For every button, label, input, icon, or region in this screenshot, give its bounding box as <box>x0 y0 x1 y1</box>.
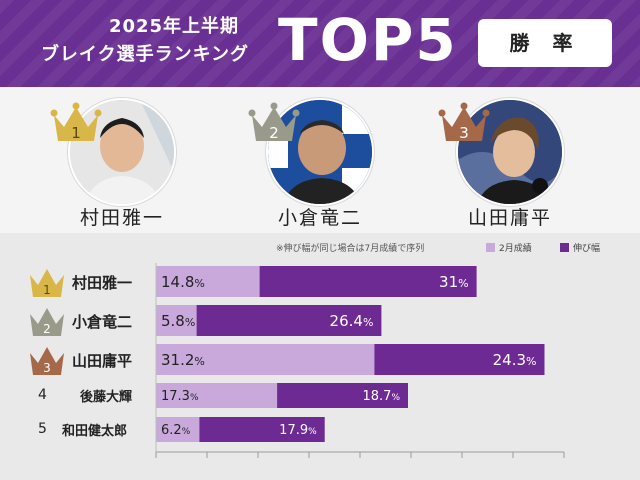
chart-note: ※伸び幅が同じ場合は7月成績で序列 <box>276 244 425 254</box>
rank-number: 5 <box>38 420 47 437</box>
crown-rank-number: 2 <box>269 124 279 142</box>
rank-row-label-1: 1 村田雅一 <box>0 266 150 298</box>
podium: 1 村田雅一 2 小倉竜二 <box>0 87 640 233</box>
podium-player-3: 3 山田庸平 <box>436 87 576 233</box>
bar-growth-3 <box>374 344 545 375</box>
player-portrait <box>458 100 562 204</box>
legend-item-growth: 伸び幅 <box>560 241 600 254</box>
bar-growth-4 <box>277 383 408 408</box>
legend-swatch <box>486 243 495 252</box>
legend-swatch <box>560 243 569 252</box>
category-label: 和田健太郎 <box>62 423 128 439</box>
legend-item-feb: 2月成績 <box>486 241 532 254</box>
data-label-growth-2: 26.4% <box>330 312 374 330</box>
rank-crown-icon: 2 <box>30 307 64 336</box>
legend-label: 伸び幅 <box>573 244 601 254</box>
data-label-feb-2: 5.8% <box>161 312 195 330</box>
crown-shape <box>30 346 64 375</box>
bar-feb-3 <box>156 344 375 375</box>
legend-label: 2月成績 <box>499 244 532 254</box>
bronze-crown-icon: 3 <box>438 102 490 142</box>
header-period: 2025年上半期 <box>108 16 240 37</box>
rank-crown-icon: 1 <box>30 268 64 297</box>
data-label-growth-4: 18.7% <box>362 389 400 404</box>
podium-player-1: 1 村田雅一 <box>48 87 188 233</box>
bar-growth-1 <box>259 266 477 297</box>
bar-feb-5 <box>156 417 200 442</box>
data-label-feb-3: 31.2% <box>161 351 205 369</box>
crown-shape <box>30 268 64 297</box>
bar-feb-2 <box>156 305 197 336</box>
rank-number: 1 <box>43 283 51 297</box>
ranking-chart: ※伸び幅が同じ場合は7月成績で序列 2月成績 伸び幅 1 村田雅一 2 小倉竜二 3 山田… <box>0 233 640 480</box>
data-label-growth-5: 17.9% <box>279 423 317 438</box>
rank-number: 3 <box>43 361 51 375</box>
crown-rank-number: 3 <box>459 124 469 142</box>
bar-growth-2 <box>196 305 382 336</box>
podium-player-2: 2 小倉竜二 <box>246 87 386 233</box>
category-badge: 勝 率 <box>478 19 612 67</box>
bar-growth-5 <box>199 417 325 442</box>
rank-row-label-4: 4 後藤大輝 <box>0 380 150 412</box>
bar-feb-4 <box>156 383 278 408</box>
podium-name: 小倉竜二 <box>277 207 362 229</box>
header-banner: 2025年上半期 ブレイク選手ランキング TOP5 勝 率 <box>0 0 640 87</box>
player-photo <box>456 98 564 206</box>
podium-name: 村田雅一 <box>79 207 164 229</box>
crown-shape <box>30 307 64 336</box>
player-photo <box>266 98 374 206</box>
header-subtitle: ブレイク選手ランキング <box>40 44 250 65</box>
header-top5: TOP5 <box>278 6 458 74</box>
category-label: 山田庸平 <box>72 351 133 370</box>
category-label: 小倉竜二 <box>72 312 133 331</box>
rank-row-label-2: 2 小倉竜二 <box>0 305 150 337</box>
silver-crown-icon: 2 <box>248 102 300 142</box>
rank-number: 4 <box>38 386 47 403</box>
bar-plot: 14.8% 31% 5.8% 26.4% 31.2% 24.3% 17.3% 18.7% 6.2… <box>155 263 565 458</box>
bar-feb-1 <box>156 266 260 297</box>
rank-number: 2 <box>43 322 51 336</box>
category-label: 後藤大輝 <box>80 389 133 405</box>
gold-crown-icon: 1 <box>50 102 102 142</box>
data-label-feb-1: 14.8% <box>161 273 205 291</box>
data-label-feb-5: 6.2% <box>161 423 191 438</box>
category-label: 村田雅一 <box>72 273 133 292</box>
crown-rank-number: 1 <box>71 124 81 142</box>
rank-row-label-5: 5 和田健太郎 <box>0 414 150 446</box>
data-label-feb-4: 17.3% <box>161 389 199 404</box>
data-label-growth-1: 31% <box>439 273 469 291</box>
data-label-growth-3: 24.3% <box>493 351 537 369</box>
podium-name: 山田庸平 <box>467 207 552 229</box>
rank-crown-icon: 3 <box>30 346 64 375</box>
rank-row-label-3: 3 山田庸平 <box>0 344 150 376</box>
